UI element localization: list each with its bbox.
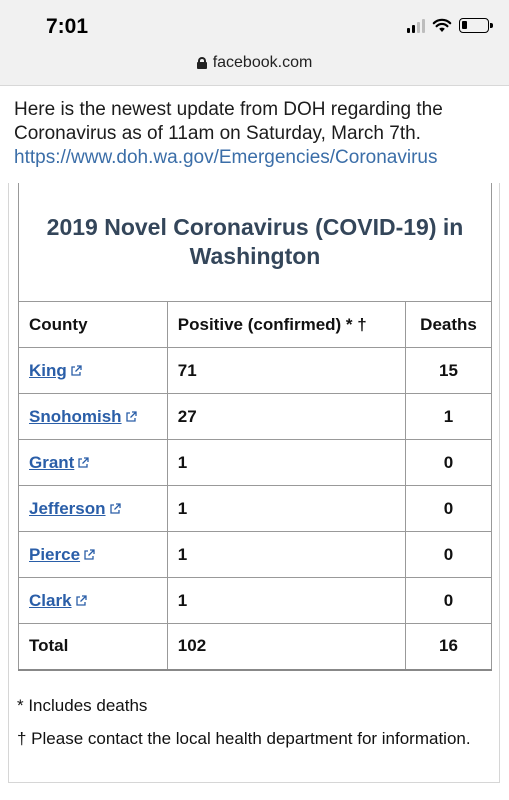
lock-icon — [196, 57, 207, 69]
county-cell[interactable]: King — [18, 347, 168, 394]
table-row: Grant 1 0 — [18, 439, 492, 486]
county-link-pierce[interactable]: Pierce — [29, 544, 81, 564]
header-county: County — [18, 301, 168, 348]
table-row: Clark 1 0 — [18, 577, 492, 624]
table-title: 2019 Novel Coronavirus (COVID-19) in Was… — [46, 214, 464, 269]
deaths-cell: 0 — [405, 577, 492, 624]
total-row: Total 102 16 — [18, 623, 492, 671]
table-title-box: 2019 Novel Coronavirus (COVID-19) in Was… — [18, 183, 492, 301]
positive-cell: 1 — [166, 485, 407, 532]
table-header-row: County Positive (confirmed) * † Deaths — [18, 301, 492, 348]
county-cell[interactable]: Snohomish — [18, 393, 168, 440]
county-cell[interactable]: Clark — [18, 577, 168, 624]
post-link[interactable]: https://www.doh.wa.gov/Emergencies/Coron… — [14, 147, 438, 168]
external-link-icon — [71, 364, 82, 376]
positive-cell: 27 — [166, 393, 407, 440]
county-link-snohomish[interactable]: Snohomish — [29, 406, 122, 426]
county-link-jefferson[interactable]: Jefferson — [29, 498, 106, 518]
ios-status-and-url-bar: 7:01 facebook.com — [0, 0, 509, 86]
status-time: 7:01 — [46, 15, 89, 38]
county-cell[interactable]: Grant — [18, 439, 168, 486]
deaths-cell: 0 — [405, 439, 492, 486]
status-icons — [407, 18, 493, 33]
positive-cell: 1 — [166, 577, 407, 624]
total-deaths: 16 — [405, 623, 492, 671]
deaths-cell: 15 — [405, 347, 492, 394]
deaths-cell: 0 — [405, 485, 492, 532]
footnote-deaths: * Includes deaths — [17, 696, 148, 715]
total-label: Total — [18, 623, 168, 671]
external-link-icon — [78, 456, 89, 468]
total-positive: 102 — [166, 623, 407, 671]
external-link-icon — [84, 548, 95, 560]
table-row: Snohomish 27 1 — [18, 393, 492, 440]
wifi-icon — [432, 18, 452, 32]
positive-cell: 1 — [166, 531, 407, 578]
cellular-signal-icon — [407, 18, 425, 33]
county-cell[interactable]: Jefferson — [18, 485, 168, 532]
external-link-icon — [125, 410, 137, 422]
post-text: Here is the newest update from DOH regar… — [14, 99, 443, 144]
shared-content-card[interactable]: 2019 Novel Coronavirus (COVID-19) in Was… — [8, 183, 500, 783]
deaths-cell: 0 — [405, 531, 492, 578]
table-row: Jefferson 1 0 — [18, 485, 492, 532]
county-link-grant[interactable]: Grant — [29, 452, 75, 472]
county-link-king[interactable]: King — [29, 360, 67, 380]
url-domain: facebook.com — [212, 54, 313, 71]
table-footnotes: * Includes deaths † Please contact the l… — [17, 695, 497, 761]
table-row: King 71 15 — [18, 347, 492, 394]
county-cell[interactable]: Pierce — [18, 531, 168, 578]
header-deaths: Deaths — [405, 301, 492, 348]
positive-cell: 71 — [166, 347, 407, 394]
deaths-cell: 1 — [405, 393, 492, 440]
footnote-contact: † Please contact the local health depart… — [17, 729, 471, 748]
battery-icon — [459, 18, 493, 33]
header-positive: Positive (confirmed) * † — [166, 301, 407, 348]
county-link-clark[interactable]: Clark — [29, 590, 72, 610]
cases-table: County Positive (confirmed) * † Deaths K… — [18, 301, 492, 671]
url-bar[interactable]: facebook.com — [0, 54, 509, 72]
external-link-icon — [109, 502, 121, 514]
table-row: Pierce 1 0 — [18, 531, 492, 578]
post-body: Here is the newest update from DOH regar… — [14, 98, 504, 170]
external-link-icon — [75, 594, 87, 606]
positive-cell: 1 — [166, 439, 407, 486]
